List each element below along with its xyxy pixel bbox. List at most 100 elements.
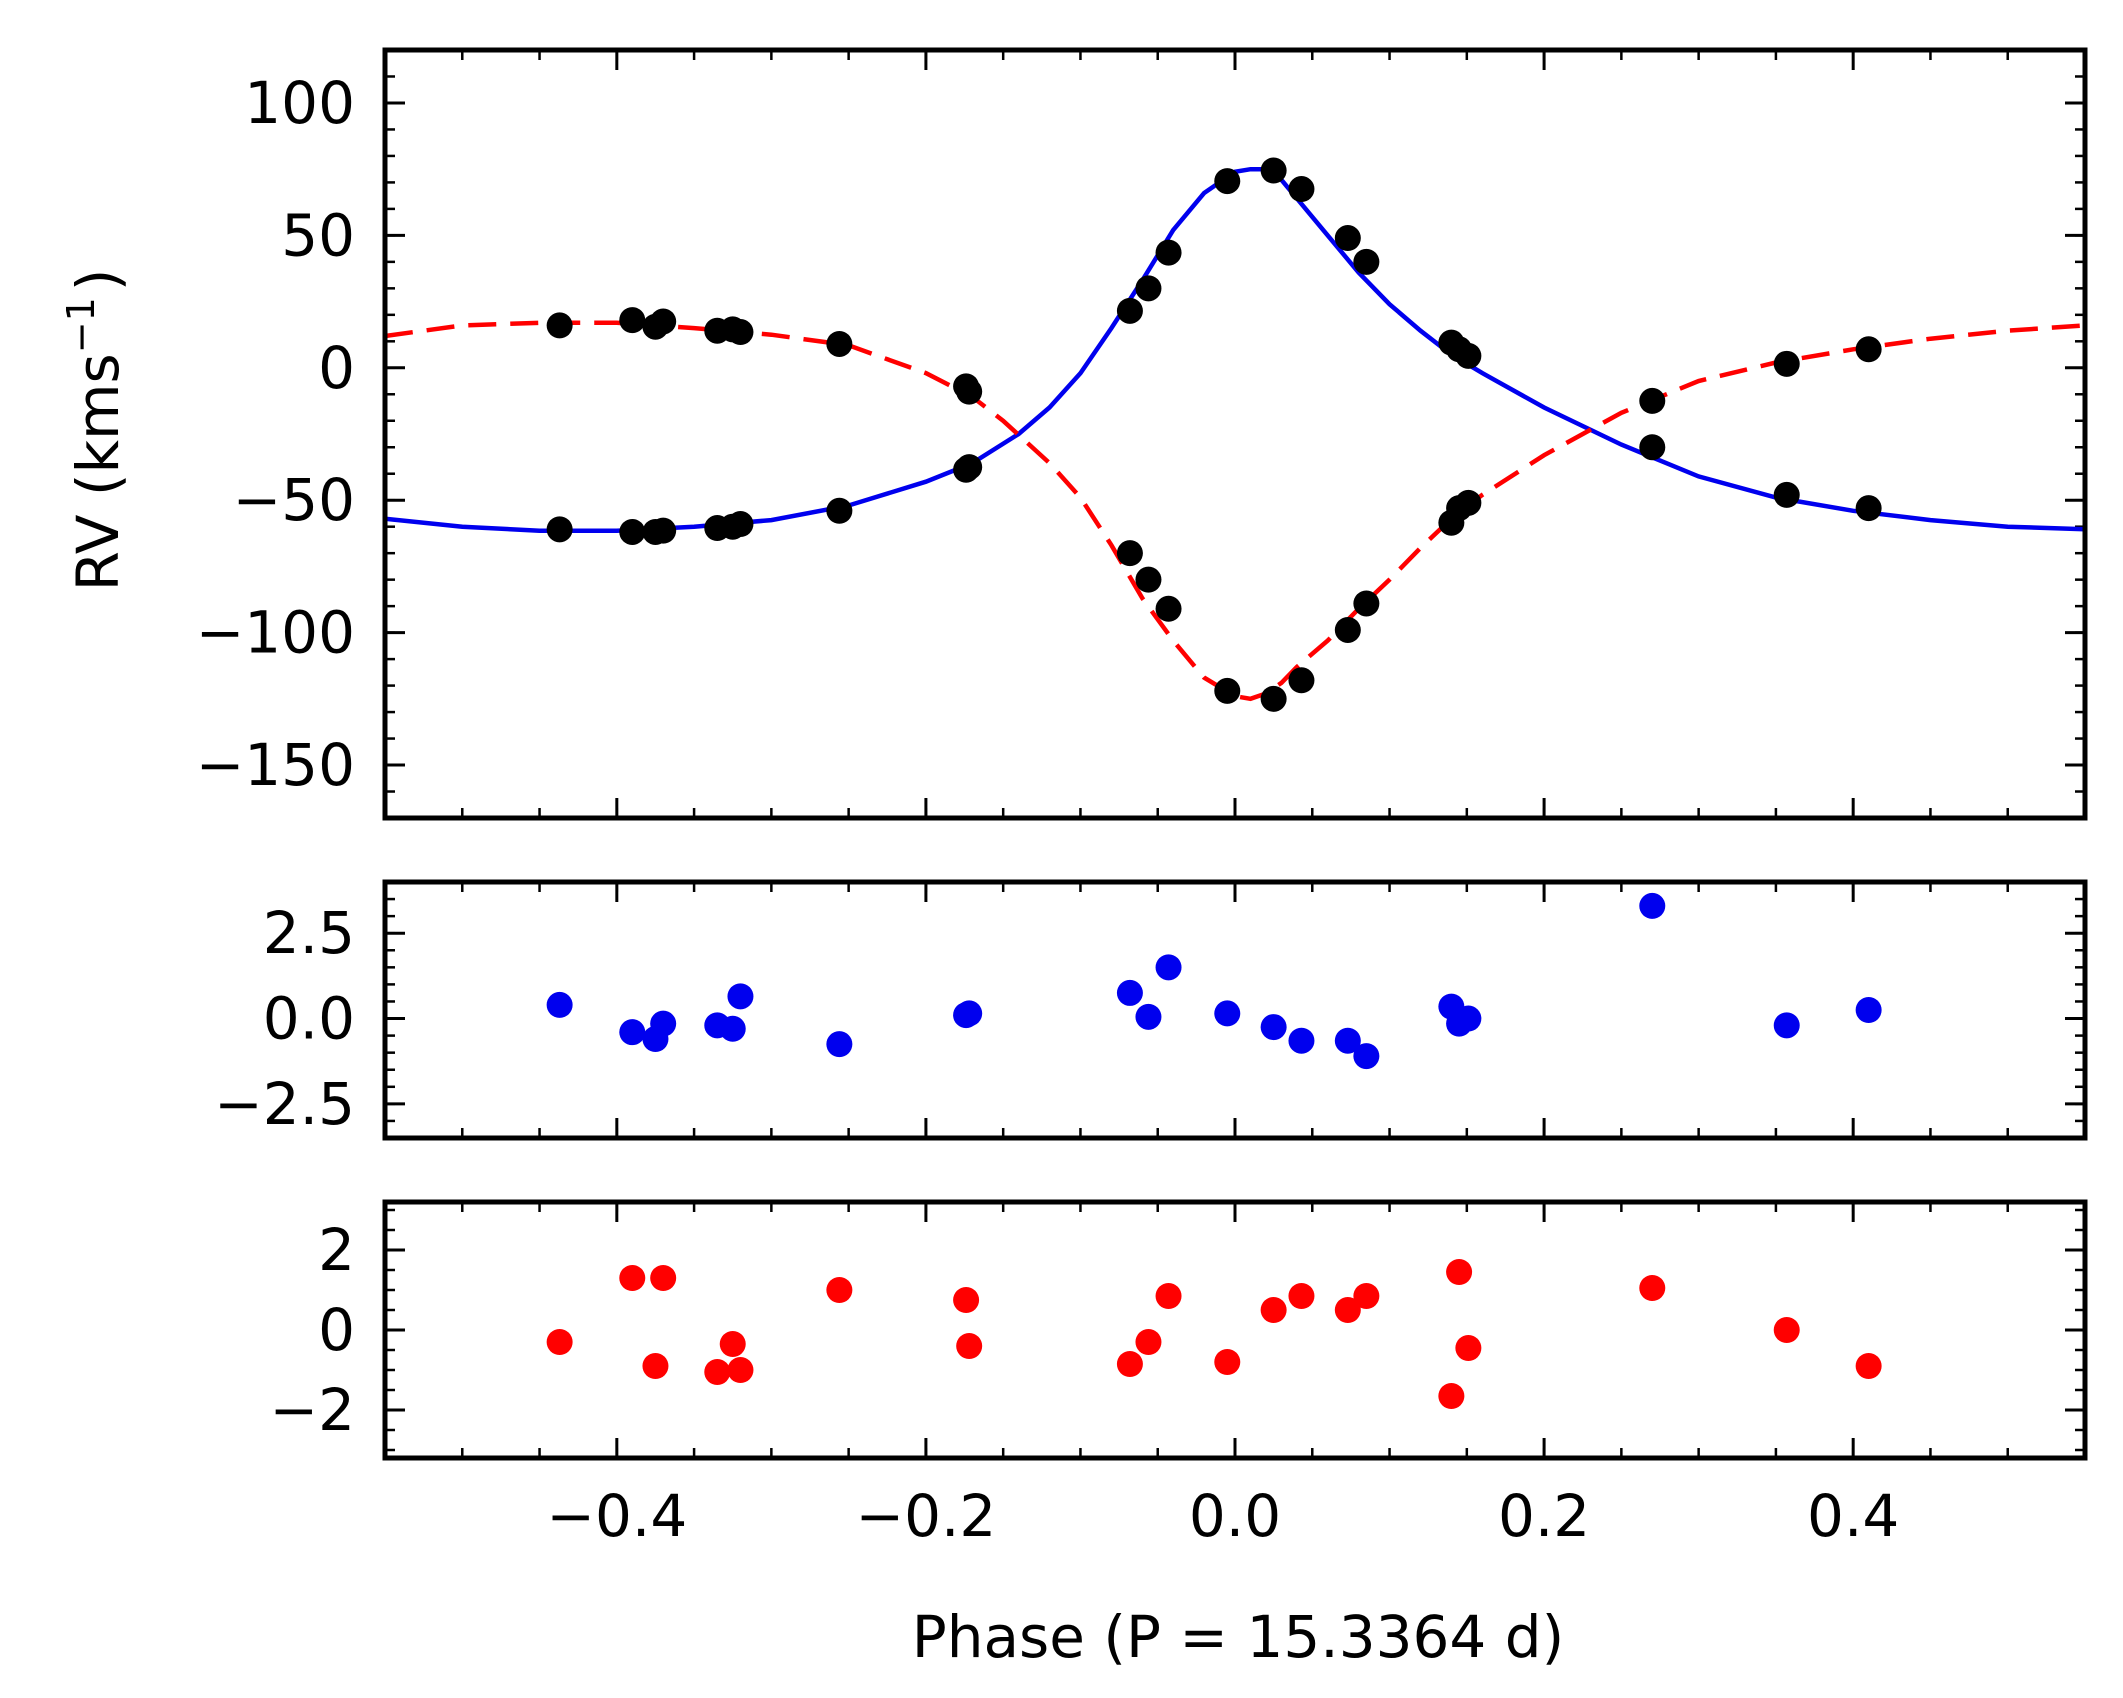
rv-data-point: [1639, 387, 1666, 414]
rv-data-point: [1639, 434, 1666, 461]
residual-point: [1455, 1335, 1482, 1361]
y-tick-label: −150: [196, 731, 355, 799]
x-tick-label: 0.4: [1807, 1482, 1899, 1550]
rv-data-point: [1855, 336, 1882, 363]
rv-data-point: [956, 378, 983, 405]
rv-data-point: [1214, 168, 1241, 195]
residual-point: [619, 1265, 646, 1291]
rv-data-point: [1855, 495, 1882, 522]
secondary-residual-panel: 2 0 −2 −0.4 −0.2 0.0 0.2 0.4: [270, 1199, 2088, 1550]
tick-marks: [383, 880, 2087, 1140]
secondary-model-curve: [385, 320, 2085, 702]
rv-data-point: [1773, 350, 1800, 377]
x-tick-label: −0.4: [546, 1482, 687, 1550]
y-tick-label: 0: [318, 1296, 355, 1364]
rv-data-point: [546, 312, 573, 339]
residual-point: [1455, 1005, 1482, 1032]
rv-data-point: [1116, 540, 1143, 567]
residual-point: [719, 1015, 746, 1042]
residual-point: [1639, 892, 1666, 919]
rv-data-point: [1155, 239, 1182, 266]
rv-data-point: [619, 307, 646, 334]
rv-data-point: [1455, 489, 1482, 516]
rv-data-point: [727, 319, 754, 346]
residual-point: [704, 1359, 731, 1385]
rv-data-point: [1334, 616, 1361, 643]
x-tick-label: 0.2: [1498, 1482, 1590, 1550]
rv-data-point: [650, 517, 677, 544]
residual-point: [953, 1287, 980, 1313]
primary-residual-panel: 2.5 0.0 −2.5: [214, 879, 2088, 1141]
residual-point: [546, 991, 573, 1018]
residual-point: [727, 983, 754, 1010]
residual-point: [1773, 1012, 1800, 1039]
axes-frame: [382, 1199, 2088, 1461]
residual-point: [1353, 1283, 1380, 1309]
y-axis-label-close: ): [64, 269, 132, 292]
rv-data-point: [1155, 595, 1182, 622]
residual-point: [1116, 979, 1143, 1006]
tick-marks: [383, 48, 2087, 818]
residual-point: [719, 1331, 746, 1357]
residual-point: [1446, 1259, 1473, 1285]
rv-data-point: [826, 497, 853, 524]
plot-area: [385, 157, 2085, 712]
y-tick-label: 0: [318, 334, 355, 402]
primary-model-curve: [385, 166, 2085, 533]
axes-frame: [382, 879, 2088, 1141]
y-tick-label: 100: [244, 69, 355, 137]
rv-data-point: [1334, 225, 1361, 252]
y-tick-label: −100: [196, 599, 355, 667]
residual-point: [727, 1357, 754, 1383]
y-tick-label: 50: [281, 201, 355, 269]
rv-data-point: [1135, 566, 1162, 593]
residual-point: [619, 1019, 646, 1046]
rv-data-point: [1260, 157, 1287, 184]
y-axis-label-main: RV (kms: [64, 353, 132, 591]
residual-point: [1855, 997, 1882, 1023]
rv-data-point: [826, 330, 853, 357]
x-tick-label: −0.2: [855, 1482, 996, 1550]
y-tick-label: 2.5: [263, 899, 355, 967]
residual-point: [1155, 954, 1182, 981]
rv-data-point: [1773, 481, 1800, 508]
residual-point: [956, 1333, 983, 1359]
x-axis-label: Phase (P = 15.3364 d): [912, 1603, 1564, 1671]
residual-point: [1116, 1351, 1143, 1377]
y-tick-label: −2: [270, 1376, 356, 1444]
residual-point: [1334, 1027, 1361, 1054]
y-axis-label: RV (kms−1): [59, 269, 132, 592]
residual-point: [1260, 1297, 1287, 1323]
rv-data-point: [1288, 667, 1315, 694]
residual-point: [1214, 1000, 1241, 1027]
plot-area: [546, 892, 1882, 1070]
residual-point: [1135, 1003, 1162, 1030]
x-tick-label: 0.0: [1189, 1482, 1281, 1550]
rv-data-point: [1260, 685, 1287, 712]
residual-point: [546, 1329, 573, 1355]
residual-point: [1353, 1043, 1380, 1070]
y-tick-label: −50: [233, 466, 355, 534]
rv-data-point: [650, 308, 677, 335]
residual-point: [1260, 1014, 1287, 1041]
rv-data-point: [1288, 176, 1315, 203]
rv-data-point: [1353, 248, 1380, 275]
residual-point: [1135, 1329, 1162, 1355]
residual-point: [1214, 1349, 1241, 1375]
residual-point: [1773, 1317, 1800, 1343]
rv-data-point: [1455, 342, 1482, 369]
rv-data-point: [956, 454, 983, 481]
residual-point: [650, 1265, 677, 1291]
rv-data-point: [1135, 275, 1162, 302]
residual-point: [650, 1010, 677, 1037]
residual-point: [1288, 1027, 1315, 1054]
residual-point: [1639, 1275, 1666, 1301]
rv-panel: 100 50 0 −50 −100 −150: [196, 47, 2088, 821]
rv-data-point: [1116, 297, 1143, 324]
rv-data-point: [619, 518, 646, 545]
rv-data-point: [1214, 677, 1241, 704]
residual-point: [1855, 1353, 1882, 1379]
rv-data-point: [1353, 590, 1380, 617]
residual-point: [956, 1000, 983, 1027]
axes-frame: [382, 47, 2088, 821]
